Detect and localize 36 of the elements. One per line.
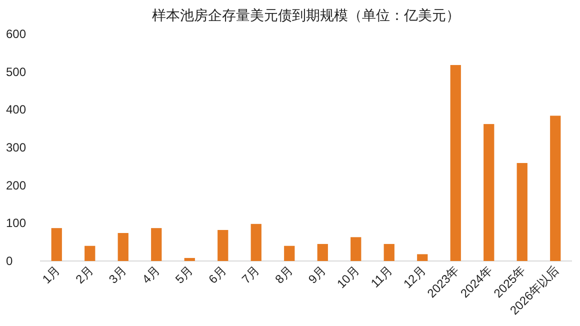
bar (484, 124, 494, 261)
bar (118, 233, 128, 261)
x-tick-label: 12月 (400, 263, 428, 292)
y-tick-label: 100 (6, 216, 26, 230)
x-tick-label: 6月 (206, 263, 229, 286)
x-tick-label: 1月 (40, 263, 63, 286)
bar (284, 246, 295, 261)
x-tick-label: 5月 (172, 263, 196, 286)
bar (84, 246, 96, 261)
bar (417, 254, 428, 261)
x-tick-label: 10月 (334, 263, 362, 292)
x-tick-label: 11月 (368, 263, 396, 290)
y-tick-label: 600 (6, 27, 26, 41)
bar (184, 258, 195, 261)
y-tick-label: 0 (6, 254, 13, 268)
bar (450, 65, 461, 261)
bar (51, 228, 62, 261)
bar (151, 228, 162, 261)
y-tick-label: 400 (6, 102, 26, 117)
x-tick-label: 8月 (272, 263, 296, 286)
y-tick-label: 500 (6, 64, 26, 79)
y-tick-label: 200 (6, 178, 26, 192)
chart-title: 样本池房企存量美元债到期规模（单位：亿美元） (152, 7, 460, 23)
x-tick-label: 2月 (72, 263, 96, 286)
y-tick-label: 300 (6, 140, 26, 154)
x-tick-label: 4月 (139, 263, 162, 286)
bar (218, 230, 228, 261)
bar (550, 116, 561, 261)
x-tick-label: 7月 (239, 263, 262, 286)
bar (384, 244, 394, 261)
x-tick-label: 9月 (306, 263, 329, 286)
bar (317, 244, 328, 261)
bar (516, 163, 528, 261)
bar (250, 224, 262, 261)
x-tick-label: 3月 (106, 263, 130, 286)
bar (350, 237, 362, 261)
